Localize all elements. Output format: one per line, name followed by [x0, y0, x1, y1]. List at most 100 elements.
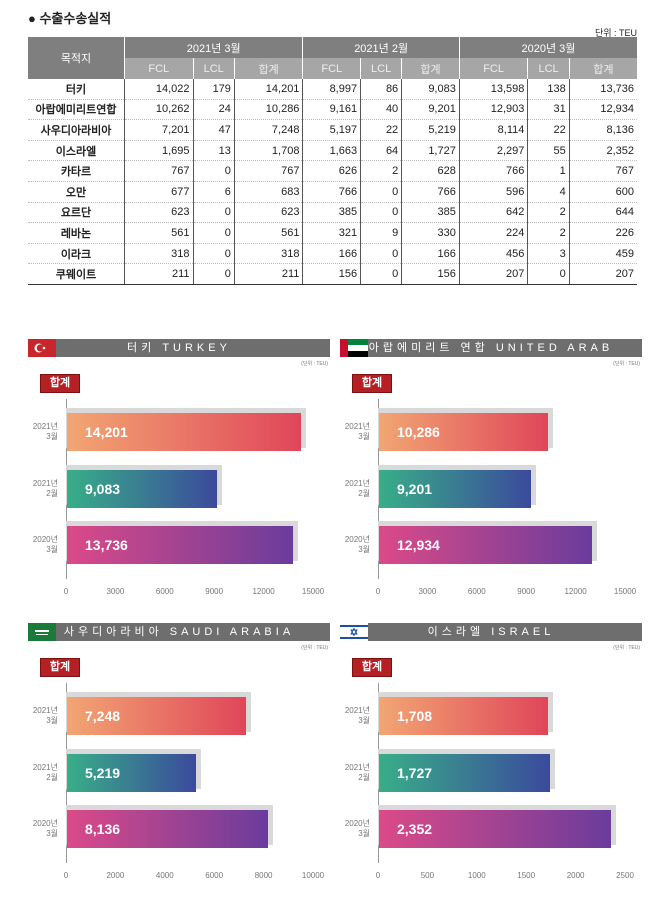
destination-cell: 쿠웨이트	[28, 263, 125, 285]
tick-label: 2000	[106, 871, 125, 880]
chart-unit: (단위 : TEU)	[301, 645, 328, 651]
value-cell: 9,201	[401, 99, 460, 121]
table-row: 사우디아라비아 7,201 47 7,248 5,197 22 5,219 8,114 22 8,…	[28, 119, 637, 141]
sub-header: LCL	[527, 58, 570, 79]
category-label: 2020년 3월	[32, 819, 58, 838]
sub-header: 합계	[569, 58, 637, 79]
tick-label: 0	[375, 871, 381, 880]
value-cell: 138	[527, 79, 570, 100]
value-cell: 211	[124, 263, 194, 285]
value-cell: 3	[527, 243, 570, 265]
bar: 2,352	[379, 810, 612, 848]
value-cell: 7,248	[234, 119, 304, 141]
value-cell: 31	[527, 99, 570, 121]
export-table: 목적지 2021년 3월 2021년 2월 2020년 3월 FCL LCL 합계 F…	[28, 37, 637, 285]
value-cell: 226	[569, 222, 637, 244]
sub-header: LCL	[360, 58, 403, 79]
value-cell: 55	[527, 140, 570, 162]
value-cell: 22	[527, 119, 570, 141]
chart-title: 사우디아라비아 SAUDI ARABIA	[28, 623, 330, 641]
value-cell: 767	[569, 160, 637, 182]
total-badge: 합계	[40, 658, 80, 677]
total-badge: 합계	[40, 374, 80, 393]
value-cell: 623	[234, 202, 304, 224]
chart-panel: 터키 TURKEY (단위 : TEU) 합계 14,201 2021년 3월 9,083 2…	[28, 339, 330, 609]
value-cell: 13	[193, 140, 235, 162]
value-cell: 0	[360, 243, 403, 265]
table-row: 쿠웨이트 211 0 211 156 0 156 207 0 207	[28, 263, 637, 285]
value-cell: 156	[302, 263, 362, 285]
bar: 5,219	[67, 754, 196, 792]
chart-unit: (단위 : TEU)	[613, 361, 640, 367]
sub-header: FCL	[459, 58, 529, 79]
value-cell: 644	[569, 202, 637, 224]
value-cell: 683	[234, 181, 304, 203]
sub-header: 합계	[401, 58, 460, 79]
value-cell: 9,083	[401, 79, 460, 100]
sub-header: FCL	[124, 58, 194, 79]
section-title: ● 수출수송실적	[28, 11, 112, 26]
value-cell: 24	[193, 99, 235, 121]
value-cell: 40	[360, 99, 403, 121]
value-cell: 156	[401, 263, 460, 285]
bar: 12,934	[379, 526, 592, 564]
table-row: 터키 14,022 179 14,201 8,997 86 9,083 13,598 138 13…	[28, 79, 637, 100]
value-cell: 166	[401, 243, 460, 265]
value-cell: 22	[360, 119, 403, 141]
value-cell: 8,997	[302, 79, 362, 100]
value-cell: 0	[193, 160, 235, 182]
value-cell: 12,903	[459, 99, 529, 121]
bar: 7,248	[67, 697, 247, 735]
bar: 9,201	[379, 470, 531, 508]
tick-label: 500	[420, 871, 435, 880]
bar: 14,201	[67, 413, 301, 451]
destination-cell: 이라크	[28, 243, 125, 265]
value-cell: 385	[302, 202, 362, 224]
value-cell: 767	[124, 160, 194, 182]
dest-header: 목적지	[28, 37, 125, 79]
value-cell: 8,136	[569, 119, 637, 141]
value-cell: 1,663	[302, 140, 362, 162]
value-cell: 207	[459, 263, 529, 285]
value-cell: 642	[459, 202, 529, 224]
table-row: 요르단 623 0 623 385 0 385 642 2 644	[28, 202, 637, 224]
value-cell: 10,286	[234, 99, 304, 121]
table-row: 카타르 767 0 767 626 2 628 766 1 767	[28, 160, 637, 182]
sub-header: LCL	[193, 58, 235, 79]
value-cell: 211	[234, 263, 304, 285]
sub-header: 합계	[234, 58, 304, 79]
israel-flag-icon	[340, 623, 368, 641]
value-cell: 14,201	[234, 79, 304, 100]
destination-cell: 요르단	[28, 202, 125, 224]
value-cell: 8,114	[459, 119, 529, 141]
value-cell: 385	[401, 202, 460, 224]
tick-label: 15000	[613, 587, 637, 596]
table-row: 이스라엘 1,695 13 1,708 1,663 64 1,727 2,297 55 2,352	[28, 140, 637, 162]
turkey-flag-icon	[28, 339, 56, 357]
bar: 13,736	[67, 526, 294, 564]
value-cell: 0	[527, 263, 570, 285]
value-cell: 766	[459, 160, 529, 182]
value-cell: 1,727	[401, 140, 460, 162]
tick-label: 3000	[418, 587, 437, 596]
chart-panel: 이스라엘 ISRAEL (단위 : TEU) 합계 1,708 2021년 3월 1,727…	[340, 623, 642, 893]
tick-label: 3000	[106, 587, 125, 596]
value-cell: 677	[124, 181, 194, 203]
category-label: 2021년 3월	[344, 706, 370, 725]
value-cell: 10,262	[124, 99, 194, 121]
bar: 1,708	[379, 697, 548, 735]
tick-label: 6000	[205, 871, 224, 880]
value-cell: 4	[527, 181, 570, 203]
value-cell: 766	[302, 181, 362, 203]
value-cell: 14,022	[124, 79, 194, 100]
value-cell: 628	[401, 160, 460, 182]
tick-label: 0	[63, 871, 69, 880]
table-row: 이라크 318 0 318 166 0 166 456 3 459	[28, 243, 637, 265]
value-cell: 47	[193, 119, 235, 141]
value-cell: 1,708	[234, 140, 304, 162]
value-cell: 13,736	[569, 79, 637, 100]
saudi-flag-icon	[28, 623, 56, 641]
period-header: 2020년 3월	[459, 37, 637, 58]
value-cell: 623	[124, 202, 194, 224]
value-cell: 5,197	[302, 119, 362, 141]
